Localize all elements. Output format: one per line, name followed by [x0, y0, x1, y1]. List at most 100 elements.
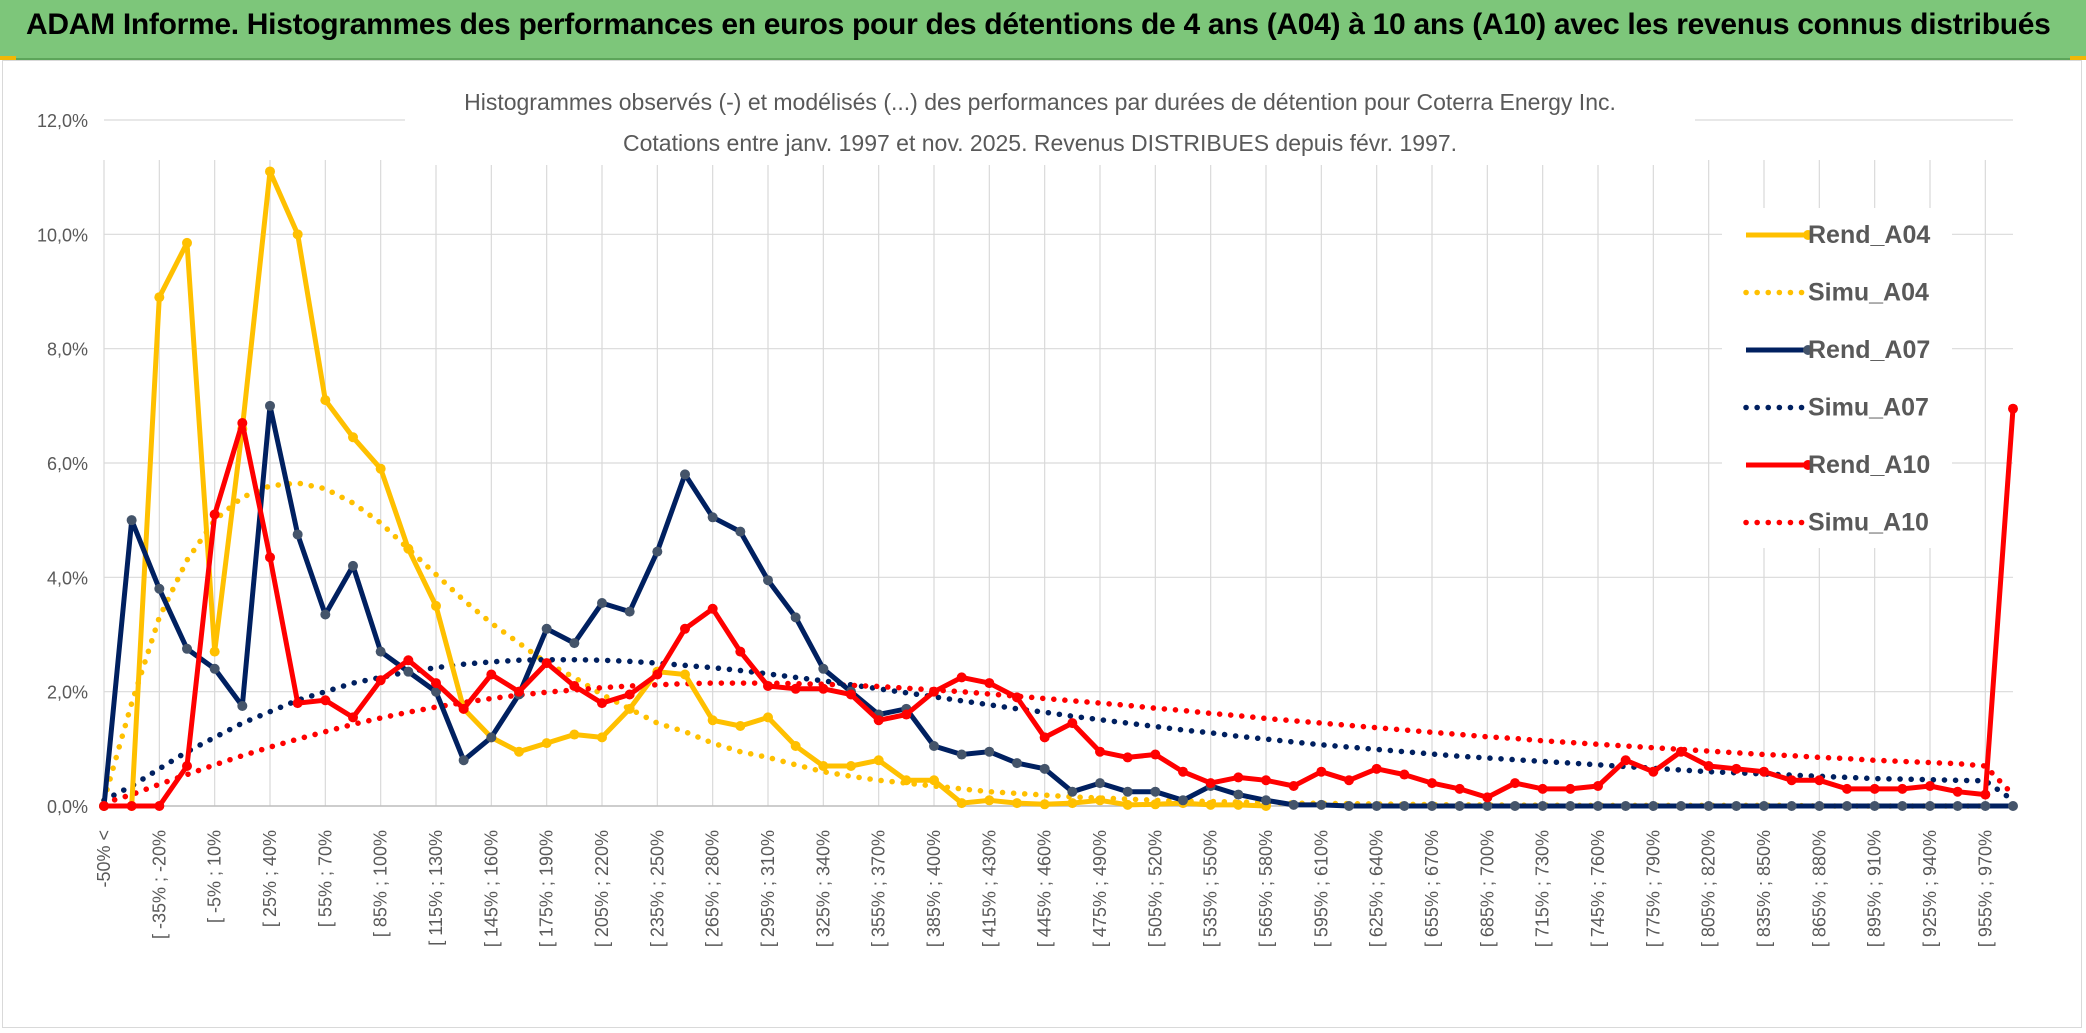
legend-background	[1722, 208, 1952, 548]
data-point-rend-a10	[1205, 778, 1216, 789]
data-point-rend-a07	[1676, 801, 1686, 811]
data-point-rend-a10	[1233, 772, 1244, 783]
x-tick-label: [ 505% ; 520%	[1145, 830, 1165, 947]
data-point-rend-a07	[1731, 801, 1742, 811]
data-point-rend-a10	[99, 801, 109, 811]
data-point-rend-a10	[1039, 732, 1050, 743]
data-point-rend-a10	[901, 709, 912, 720]
data-point-rend-a10	[541, 658, 552, 669]
data-point-rend-a07	[1371, 801, 1382, 811]
data-point-rend-a07	[818, 663, 829, 674]
data-point-rend-a04	[320, 395, 331, 406]
data-point-rend-a10	[1786, 775, 1797, 786]
data-point-rend-a10	[1288, 780, 1299, 791]
data-point-rend-a10	[431, 678, 441, 689]
data-point-rend-a10	[1399, 769, 1410, 780]
data-point-rend-a04	[265, 166, 275, 177]
data-point-rend-a07	[292, 529, 303, 540]
x-tick-label: [ 775% ; 790%	[1643, 830, 1663, 947]
data-point-rend-a10	[292, 698, 303, 709]
data-point-rend-a07	[265, 400, 275, 411]
data-point-rend-a04	[597, 732, 607, 743]
data-point-rend-a10	[1150, 749, 1161, 760]
data-point-rend-a07	[1786, 801, 1797, 811]
x-tick-label: [ 175% ; 190%	[537, 830, 557, 947]
data-point-rend-a10	[569, 680, 580, 691]
data-point-rend-a07	[126, 515, 137, 526]
data-point-rend-a10	[375, 675, 386, 686]
data-point-rend-a04	[680, 669, 690, 680]
series-line-rend-a10	[104, 408, 2016, 809]
data-point-rend-a04	[154, 292, 165, 303]
data-point-rend-a04	[873, 755, 884, 766]
data-point-rend-a10	[1869, 783, 1880, 794]
data-point-rend-a07	[1952, 801, 1963, 811]
data-point-rend-a10	[1067, 718, 1078, 729]
data-point-rend-a07	[1980, 801, 1991, 811]
data-point-rend-a04	[209, 646, 220, 657]
data-point-rend-a07	[375, 646, 386, 657]
data-point-rend-a07	[403, 666, 414, 677]
data-point-rend-a04	[1095, 795, 1105, 806]
data-point-rend-a07	[1233, 789, 1244, 800]
x-tick-label: [ 625% ; 640%	[1367, 830, 1387, 947]
data-point-rend-a04	[182, 237, 192, 248]
x-tick-label: [ 415% ; 430%	[979, 830, 999, 947]
data-point-rend-a10	[1261, 775, 1271, 786]
data-point-rend-a07	[182, 643, 192, 654]
legend-marker-rend-a10	[1803, 460, 1813, 470]
data-point-rend-a04	[1205, 799, 1216, 810]
data-point-rend-a10	[154, 801, 165, 811]
data-point-rend-a07	[1427, 801, 1437, 811]
data-point-rend-a10	[1427, 778, 1437, 789]
data-point-rend-a10	[956, 672, 967, 683]
data-point-rend-a10	[1344, 775, 1354, 786]
y-tick-label: 2,0%	[47, 683, 88, 703]
data-point-rend-a07	[569, 638, 580, 649]
corner-mark-left	[0, 56, 16, 60]
x-tick-label: [ 55% ; 70%	[315, 830, 335, 927]
x-tick-label: [ 655% ; 670%	[1422, 830, 1442, 947]
x-tick-label: [ 745% ; 760%	[1588, 830, 1608, 947]
data-point-rend-a04	[818, 760, 829, 771]
x-tick-label: [ 925% ; 940%	[1920, 830, 1940, 947]
data-point-rend-a10	[265, 552, 275, 563]
data-point-rend-a10	[1897, 783, 1908, 794]
data-point-rend-a10	[1814, 775, 1825, 786]
x-tick-label: [ 955% ; 970%	[1975, 830, 1995, 947]
data-point-rend-a10	[1759, 766, 1769, 777]
data-point-rend-a07	[1482, 801, 1493, 811]
data-point-rend-a10	[984, 678, 995, 689]
x-tick-label: [ 385% ; 400%	[924, 830, 944, 947]
data-point-rend-a04	[1122, 799, 1133, 810]
data-point-rend-a07	[1759, 801, 1769, 811]
x-tick-label: [ 535% ; 550%	[1201, 830, 1221, 947]
x-axis: -50% < [ -35% ; -20% [ -5% ; 10% [ 25% ; 40…	[94, 805, 2013, 947]
x-tick-label: [ 865% ; 880%	[1809, 830, 1829, 947]
data-point-rend-a10	[514, 686, 524, 697]
data-point-rend-a07	[458, 755, 469, 766]
data-point-rend-a07	[1039, 763, 1050, 774]
data-point-rend-a10	[1095, 746, 1105, 757]
x-tick-label: [ -35% ; -20%	[149, 830, 169, 939]
data-point-rend-a07	[1288, 799, 1299, 810]
data-point-rend-a04	[707, 715, 718, 726]
x-tick-label: [ 295% ; 310%	[758, 830, 778, 947]
y-tick-label: 0,0%	[47, 797, 88, 817]
data-point-rend-a07	[1344, 801, 1354, 811]
legend-marker-rend-a04	[1803, 230, 1813, 240]
series-line-rend-a04	[104, 169, 1267, 809]
x-tick-label: [ 835% ; 850%	[1754, 830, 1774, 947]
data-point-rend-a07	[790, 612, 801, 623]
data-point-rend-a10	[707, 603, 718, 614]
data-point-rend-a10	[1980, 789, 1991, 800]
data-point-rend-a07	[431, 686, 441, 697]
data-point-rend-a07	[597, 598, 607, 609]
chart-subtitle: Cotations entre janv. 1997 et nov. 2025.…	[623, 130, 1457, 156]
data-point-rend-a10	[1482, 792, 1493, 803]
legend-marker-rend-a07	[1803, 345, 1813, 355]
data-point-rend-a07	[1012, 758, 1022, 769]
x-tick-label: [ 715% ; 730%	[1533, 830, 1553, 947]
data-point-rend-a10	[126, 801, 137, 811]
data-point-rend-a04	[431, 600, 441, 611]
